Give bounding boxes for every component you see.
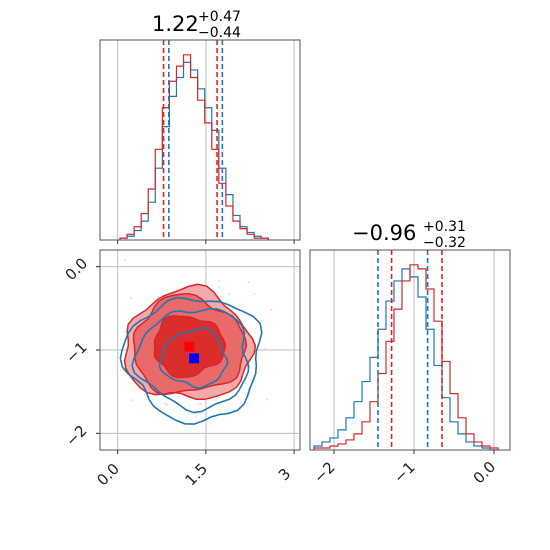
title-right-plus: +0.31 [423, 219, 466, 235]
sample-point [253, 293, 255, 295]
sample-point [144, 392, 146, 395]
sample-point [166, 403, 168, 406]
sample-point [228, 293, 230, 295]
grid-bottom-right [333, 250, 495, 450]
sample-point [247, 281, 250, 283]
sample-point [264, 348, 267, 350]
sample-point [124, 259, 126, 261]
histogram-bottom-right [313, 264, 499, 451]
quantiles-top-left [162, 40, 224, 240]
title-right-median: −0.96 [352, 221, 416, 245]
blue-contour-0 [158, 326, 229, 390]
sample-point [218, 396, 220, 398]
sample-point [157, 296, 159, 298]
sample-point [164, 402, 167, 405]
sample-point [215, 399, 217, 401]
ticks-top-left [117, 240, 295, 244]
y-tick-label-2: −2 [62, 422, 90, 450]
sample-point [178, 396, 180, 398]
panel-bottom-right: −0.96 +0.31 −0.32 −2 −1 0.0 [309, 219, 511, 487]
y-tick-label-0: 0.0 [62, 254, 92, 284]
y-tick-label-1: −1 [62, 338, 90, 366]
sample-point [249, 366, 251, 368]
sample-point [250, 379, 252, 381]
x-tick-label-2: 3 [275, 465, 294, 484]
red-contour-2 [123, 283, 257, 401]
axes-frame-top-left [99, 39, 301, 241]
histogram-step-series-0 [119, 61, 269, 240]
ticks-bottom-right: −2 −1 0.0 [310, 450, 499, 487]
title-top-minus: −0.44 [198, 25, 241, 41]
sample-point [218, 286, 221, 289]
sample-point [317, 339, 318, 340]
panel-bottom-left: 0.0 1.5 3 0.0 −1 −2 [62, 247, 318, 490]
quantiles-bottom-right [377, 250, 443, 450]
sample-point [244, 382, 247, 384]
x-tick-label-right-1: −1 [390, 458, 418, 486]
histogram-top-left [119, 54, 269, 240]
red-contour-0 [153, 315, 227, 379]
sample-point [195, 416, 198, 418]
histogram-step-series-1 [313, 264, 499, 450]
sample-point [218, 280, 220, 282]
sample-point [130, 297, 132, 299]
title-right-minus: −0.32 [423, 235, 466, 251]
sample-point [266, 399, 268, 401]
x-tick-label-0: 0.0 [93, 460, 123, 490]
sample-point [130, 399, 132, 401]
estimate-marker-0 [184, 341, 195, 352]
estimate-marker-1 [189, 353, 200, 364]
title-top-plus: +0.47 [198, 9, 241, 25]
sample-point [270, 309, 273, 311]
histogram-step-series-0 [313, 268, 498, 451]
x-tick-label-right-2: 0.0 [470, 458, 500, 488]
axes-frame-bottom-right [309, 249, 511, 451]
sample-point [200, 403, 202, 405]
blue-contour-2 [119, 296, 263, 425]
sample-point [197, 403, 200, 405]
x-tick-label-1: 1.5 [182, 460, 212, 490]
histogram-step-series-1 [119, 54, 269, 240]
blue-contour-1 [131, 307, 250, 414]
scatter-contours-bottom-left [100, 247, 318, 450]
title-top-median: 1.22 [152, 12, 199, 36]
panel-top-left: 1.22 +0.47 −0.44 [99, 9, 301, 244]
grid-top-left [117, 40, 295, 240]
x-tick-label-right-0: −2 [310, 458, 338, 486]
sample-point [174, 247, 175, 248]
